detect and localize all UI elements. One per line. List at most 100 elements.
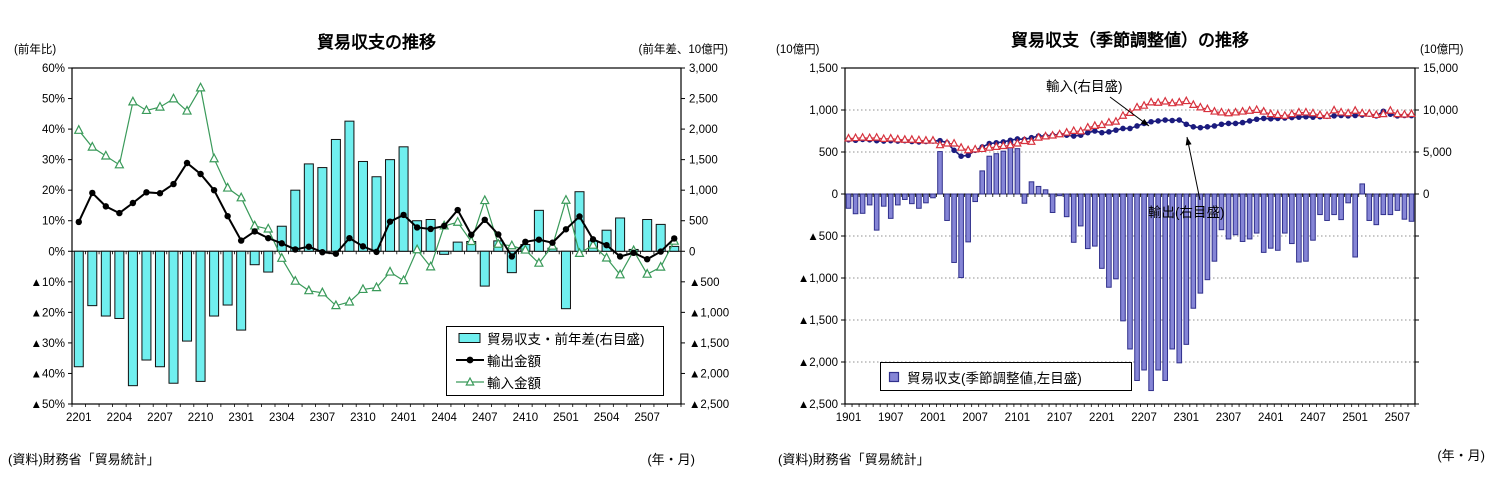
svg-text:▲2,500: ▲2,500 (689, 399, 729, 411)
balance-bar-swatch-icon (453, 332, 487, 344)
svg-text:2310: 2310 (350, 412, 376, 424)
left-axis-caption-right: (前年差、10億円) (638, 44, 728, 56)
svg-text:▲1,500: ▲1,500 (798, 315, 838, 327)
trade-balance-sa-chart-import-line (844, 95, 1416, 154)
svg-text:0: 0 (832, 189, 838, 201)
svg-text:50%: 50% (42, 94, 65, 106)
right-source-note: (資料)財務省「貿易統計」 (778, 452, 930, 467)
svg-text:10,000: 10,000 (1423, 105, 1458, 117)
svg-text:2107: 2107 (1047, 412, 1073, 424)
svg-text:2007: 2007 (962, 412, 988, 424)
svg-text:▲30%: ▲30% (31, 338, 65, 350)
svg-text:2501: 2501 (1342, 412, 1368, 424)
export-series-annotation: 輸出(右目盛) (1148, 205, 1225, 220)
svg-text:▲20%: ▲20% (31, 307, 65, 319)
svg-text:15,000: 15,000 (1423, 63, 1458, 75)
svg-text:40%: 40% (42, 124, 65, 136)
trade-balance-yoy-chart-bars (73, 120, 680, 387)
trade-balance-sa-chart: 1,500 1,000 500 0 ▲500 ▲1,000 ▲1,500 ▲2,000 ▲2,5… (798, 63, 1458, 424)
svg-text:2307: 2307 (1216, 412, 1242, 424)
svg-text:2201: 2201 (1089, 412, 1115, 424)
right-axis-caption-right: (10億円) (1420, 44, 1464, 56)
svg-text:2,000: 2,000 (689, 124, 718, 136)
svg-text:20%: 20% (42, 185, 65, 197)
svg-text:2301: 2301 (1173, 412, 1199, 424)
svg-text:1,000: 1,000 (689, 185, 718, 197)
trade-balance-yoy-chart-import-line (73, 81, 680, 310)
trade-balance-sa-chart-bars (845, 140, 1415, 392)
svg-text:2507: 2507 (634, 412, 660, 424)
svg-text:2210: 2210 (188, 412, 214, 424)
svg-text:2,500: 2,500 (689, 94, 718, 106)
svg-text:3,000: 3,000 (689, 63, 718, 75)
svg-text:0: 0 (1423, 189, 1429, 201)
svg-text:2407: 2407 (1300, 412, 1326, 424)
svg-text:▲2,500: ▲2,500 (798, 399, 838, 411)
left-chart-legend: 貿易収支・前年差(右目盛) 輸出金額 輸入金額 (446, 326, 664, 396)
svg-text:2407: 2407 (472, 412, 498, 424)
svg-text:30%: 30% (42, 155, 65, 167)
left-source-note: (資料)財務省「貿易統計」 (8, 452, 160, 467)
svg-text:2501: 2501 (553, 412, 579, 424)
export-line-swatch-icon (453, 354, 487, 366)
svg-text:1,500: 1,500 (689, 155, 718, 167)
svg-text:5,000: 5,000 (1423, 147, 1452, 159)
svg-text:▲10%: ▲10% (31, 277, 65, 289)
import-series-annotation: 輸入(右目盛) (1046, 79, 1123, 94)
right-chart-legend: 貿易収支(季節調整値,左目盛) (880, 362, 1132, 391)
svg-text:500: 500 (689, 216, 708, 228)
svg-text:2207: 2207 (1131, 412, 1157, 424)
trade-balance-yoy-chart: 60% 50% 40% 30% 20% 10% 0% ▲10% ▲20% ▲30% ▲40% ▲50%… (31, 63, 730, 424)
svg-text:1907: 1907 (878, 412, 904, 424)
svg-text:2307: 2307 (310, 412, 336, 424)
import-annotation-arrow (1109, 96, 1150, 127)
right-year-month-note: (年・月) (1437, 448, 1485, 463)
import-line-swatch-icon (453, 376, 487, 388)
svg-text:2001: 2001 (920, 412, 946, 424)
svg-text:▲50%: ▲50% (31, 399, 65, 411)
svg-text:1901: 1901 (836, 412, 862, 424)
svg-text:▲500: ▲500 (689, 277, 720, 289)
left-year-month-note: (年・月) (647, 452, 695, 467)
svg-text:0: 0 (689, 246, 695, 258)
svg-text:2504: 2504 (594, 412, 620, 424)
right-axis-caption-left: (10億円) (776, 44, 820, 56)
svg-text:2301: 2301 (228, 412, 254, 424)
svg-text:2304: 2304 (269, 412, 295, 424)
legend-label-balance-sa: 貿易収支(季節調整値,左目盛) (907, 370, 1082, 386)
svg-text:2201: 2201 (66, 412, 92, 424)
legend-item-imports: 輸入金額 (447, 371, 663, 393)
svg-text:2410: 2410 (513, 412, 539, 424)
left-axis-caption-left: (前年比) (14, 44, 57, 56)
right-chart-title: 貿易収支（季節調整値）の推移 (1011, 31, 1249, 50)
legend-item-exports: 輸出金額 (447, 349, 663, 371)
svg-text:2101: 2101 (1005, 412, 1031, 424)
svg-text:500: 500 (819, 147, 838, 159)
legend-label-imports: 輸入金額 (487, 376, 541, 391)
svg-text:10%: 10% (42, 216, 65, 228)
svg-text:▲1,500: ▲1,500 (689, 338, 729, 350)
legend-item-balance: 貿易収支・前年差(右目盛) (447, 327, 663, 349)
svg-text:1,000: 1,000 (809, 105, 838, 117)
svg-text:2207: 2207 (147, 412, 173, 424)
trade-balance-yoy-chart-export-line (75, 159, 678, 263)
export-annotation-arrow (1185, 136, 1201, 201)
svg-text:▲2,000: ▲2,000 (689, 368, 729, 380)
balance-sa-swatch-icon (881, 371, 907, 383)
svg-text:▲40%: ▲40% (31, 368, 65, 380)
svg-text:▲2,000: ▲2,000 (798, 357, 838, 369)
legend-label-exports: 輸出金額 (487, 354, 541, 369)
svg-text:2401: 2401 (391, 412, 417, 424)
svg-text:60%: 60% (42, 63, 65, 75)
svg-text:2401: 2401 (1258, 412, 1284, 424)
svg-text:▲1,000: ▲1,000 (689, 307, 729, 319)
svg-text:0%: 0% (48, 246, 65, 258)
svg-text:2404: 2404 (431, 412, 457, 424)
legend-label-balance: 貿易収支・前年差(右目盛) (487, 332, 645, 347)
svg-text:2204: 2204 (107, 412, 133, 424)
svg-text:1,500: 1,500 (809, 63, 838, 75)
svg-text:2507: 2507 (1385, 412, 1411, 424)
left-chart-title: 貿易収支の推移 (317, 33, 436, 52)
